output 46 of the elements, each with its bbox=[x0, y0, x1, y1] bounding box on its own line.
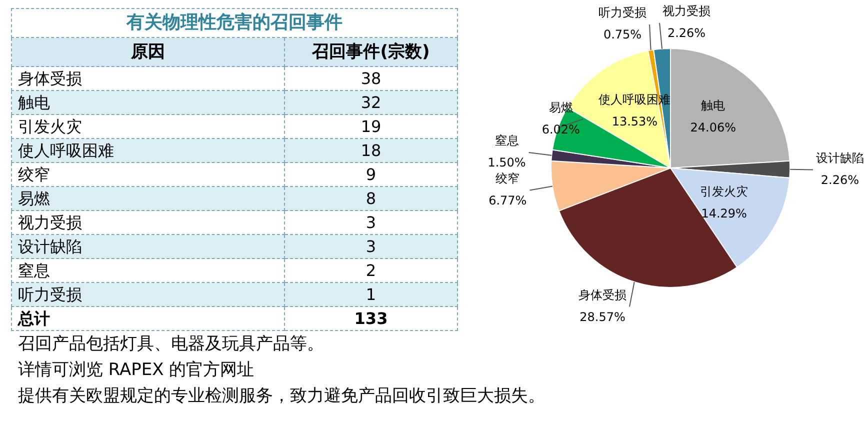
data-label: 2.26% bbox=[667, 26, 706, 40]
category-label: 身体受损 bbox=[12, 66, 284, 90]
data-label: 2.26% bbox=[820, 172, 860, 187]
data-label: 32 bbox=[284, 90, 458, 114]
text: 详情可浏览 RAPEX 的官方网址 bbox=[18, 359, 256, 382]
data-label: 3 bbox=[284, 210, 458, 234]
data-label: 19 bbox=[284, 114, 458, 138]
slice-label: 听力受损 bbox=[598, 6, 647, 20]
data-label: 1.50% bbox=[488, 156, 526, 170]
data-label: 2 bbox=[284, 258, 458, 282]
data-label: 8 bbox=[284, 186, 458, 210]
slice-label: 绞窄 bbox=[496, 171, 520, 186]
data-label: 0.75% bbox=[603, 28, 642, 42]
category-label: 使人呼吸困难 bbox=[12, 138, 284, 162]
data-label: 24.06% bbox=[690, 120, 736, 135]
text: 有关物理性危害的召回事件 bbox=[12, 8, 458, 38]
data-label: 18 bbox=[284, 138, 458, 162]
data-label: 13.53% bbox=[612, 114, 658, 128]
category-label: 听力受损 bbox=[12, 282, 284, 306]
slice-label: 视力受损 bbox=[662, 4, 711, 18]
data-label: 14.29% bbox=[701, 206, 747, 220]
data-label: 1 bbox=[284, 282, 458, 306]
text: 原因 bbox=[12, 38, 284, 66]
data-label: 28.57% bbox=[580, 310, 626, 324]
text: 召回产品包括灯具、电器及玩具产品等。 bbox=[18, 333, 325, 356]
slice-label: 触电 bbox=[701, 98, 726, 113]
text: 召回事件(宗数) bbox=[284, 38, 458, 66]
data-label: 38 bbox=[284, 66, 458, 90]
text: 133 bbox=[354, 308, 388, 328]
slice-label: 引发火灾 bbox=[700, 184, 748, 198]
category-label: 视力受损 bbox=[12, 210, 284, 234]
data-label: 6.77% bbox=[488, 193, 527, 208]
text: 提供有关欧盟规定的专业检测服务，致力避免产品回收引致巨大损失。 bbox=[18, 385, 546, 408]
data-label: 9 bbox=[284, 162, 458, 186]
slice-label: 窒息 bbox=[494, 134, 519, 148]
category-label: 设计缺陷 bbox=[12, 234, 284, 258]
category-label: 触电 bbox=[12, 90, 284, 114]
slice-label: 身体受损 bbox=[578, 288, 626, 302]
category-label: 引发火灾 bbox=[12, 114, 284, 138]
category-label: 绞窄 bbox=[12, 162, 284, 186]
text: 总计 bbox=[12, 306, 284, 330]
category-label: 窒息 bbox=[12, 258, 284, 282]
category-label: 易燃 bbox=[12, 186, 284, 210]
slice-label: 设计缺陷 bbox=[816, 150, 864, 165]
slice-label: 易燃 bbox=[548, 100, 573, 114]
data-label: 3 bbox=[284, 234, 458, 258]
